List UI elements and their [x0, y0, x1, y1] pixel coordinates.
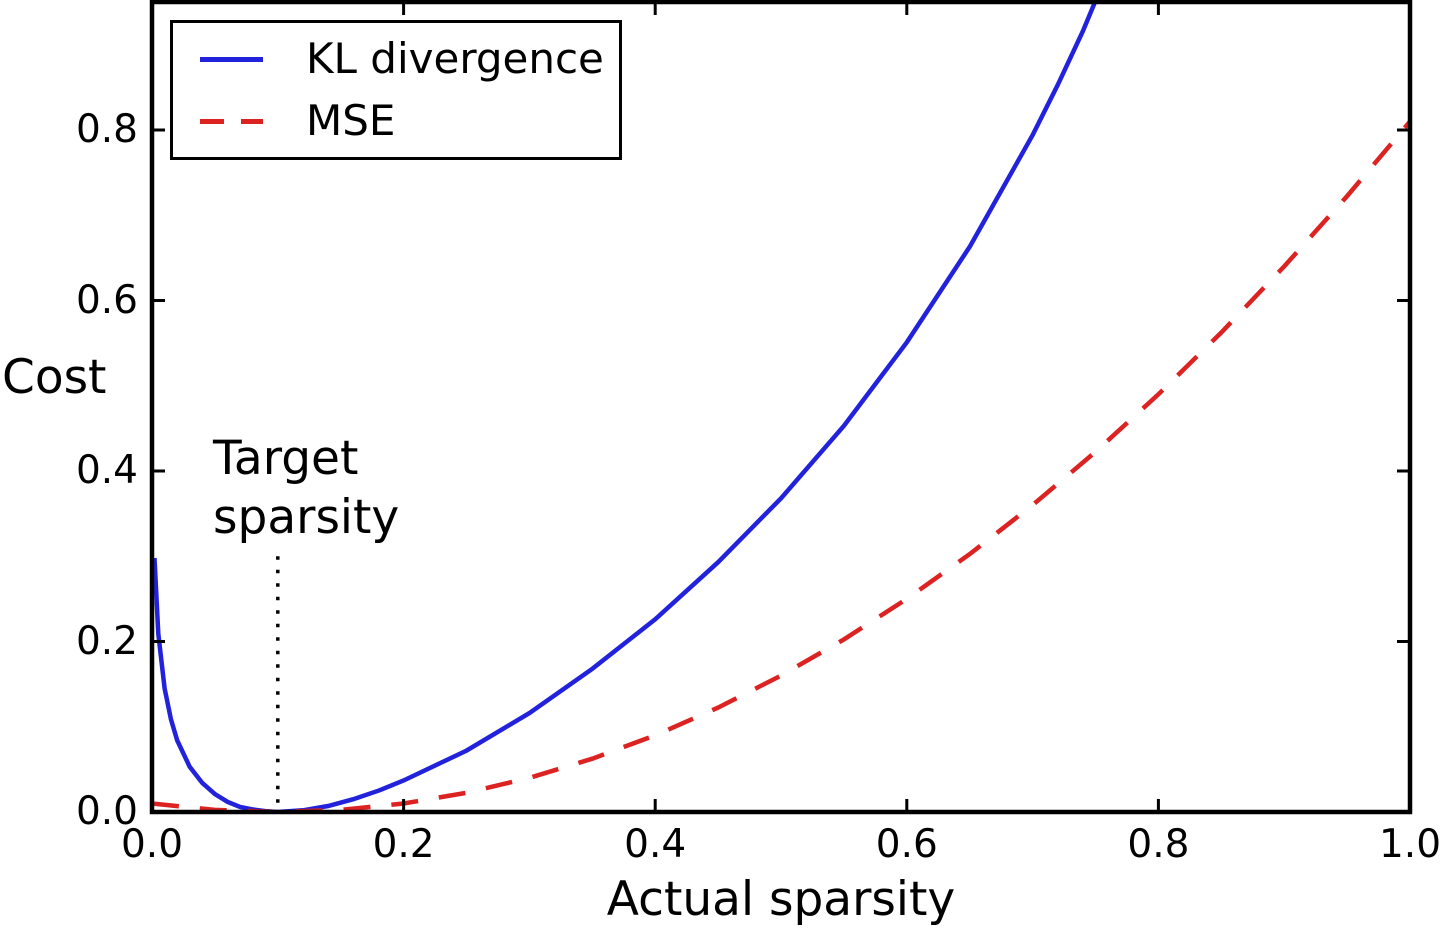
solid-line-sample — [200, 56, 263, 62]
annotation-line-1: Target — [213, 431, 359, 486]
series-kl-divergence — [152, 2, 1098, 812]
legend-label: KL divergence — [306, 34, 604, 83]
x-tick-label: 0.4 — [624, 822, 687, 867]
dashed-line-sample — [200, 118, 263, 124]
y-tick-label: 0.0 — [75, 789, 138, 834]
x-tick-label: 0.2 — [372, 822, 435, 867]
annotation-target-sparsity: Target sparsity — [213, 429, 399, 547]
x-tick-label: 0.0 — [120, 822, 184, 867]
legend-row: KL divergence — [200, 35, 619, 83]
y-tick-label: 0.6 — [75, 277, 138, 323]
legend: KL divergence MSE — [170, 20, 622, 160]
y-tick-label: 0.8 — [75, 107, 138, 152]
y-tick-label: 0.4 — [75, 448, 138, 493]
y-tick-label: 0.2 — [75, 618, 138, 664]
x-tick-label: 0.8 — [1127, 822, 1190, 867]
x-tick-label: 0.6 — [875, 822, 938, 867]
annotation-line-2: sparsity — [213, 490, 400, 545]
y-axis-title: Cost — [2, 350, 107, 405]
x-tick-label: 1.0 — [1378, 822, 1440, 867]
plot-border — [149, 0, 1413, 815]
legend-row: MSE — [200, 97, 619, 145]
legend-label: MSE — [306, 96, 396, 145]
x-axis-title: Actual sparsity — [606, 872, 956, 927]
series-mse — [152, 120, 1410, 812]
